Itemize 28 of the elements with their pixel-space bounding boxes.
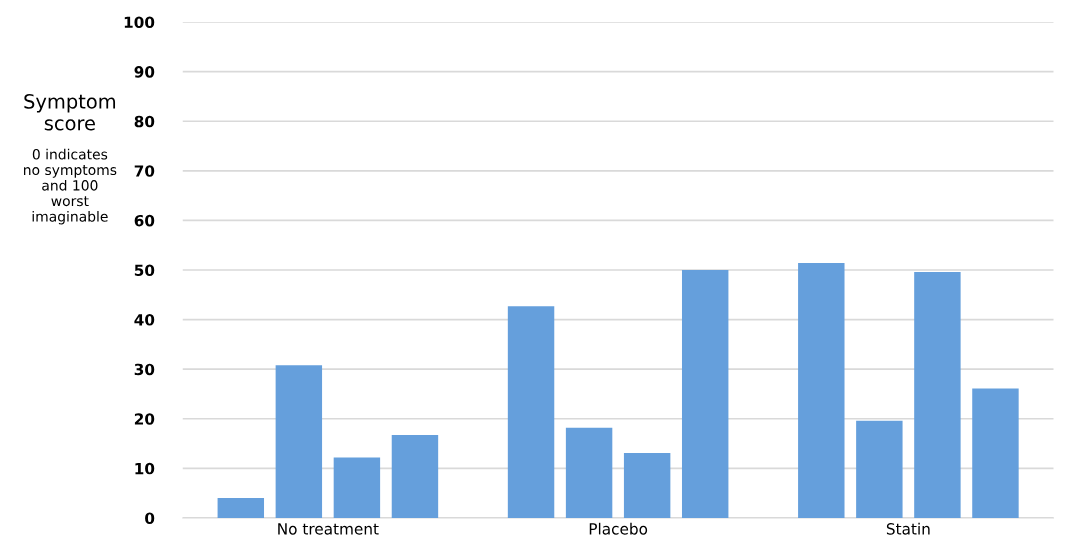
bar [914, 271, 961, 518]
bar [681, 269, 729, 518]
bar [565, 427, 613, 518]
x-tick-label: Statin [886, 522, 930, 535]
bar [798, 263, 845, 518]
y-tick-label: 50 [134, 264, 155, 277]
bar [217, 498, 265, 518]
y-tick-label: 80 [134, 115, 155, 128]
x-tick-label: Placebo [589, 522, 648, 535]
bar [972, 388, 1019, 518]
y-tick-label: 60 [134, 214, 155, 227]
bar [391, 435, 439, 518]
y-tick-label: 100 [124, 16, 155, 29]
bar [623, 452, 671, 518]
y-tick-label: 90 [134, 66, 155, 78]
bar [275, 365, 323, 518]
y-tick-label: 10 [135, 462, 155, 475]
y-axis-title: Symptom score [24, 94, 116, 131]
x-tick-label: No treatment [278, 523, 379, 535]
y-tick-label: 40 [134, 314, 155, 326]
y-tick-label: 70 [134, 165, 155, 177]
y-tick-label: 20 [134, 413, 155, 425]
bar [856, 420, 903, 518]
text: 0 indicates no symptoms and 100 worst imaginable [24, 148, 117, 225]
bar [333, 457, 381, 518]
y-tick-label: 30 [134, 363, 155, 376]
y-tick-label: 0 [145, 512, 155, 524]
bar [507, 306, 555, 518]
